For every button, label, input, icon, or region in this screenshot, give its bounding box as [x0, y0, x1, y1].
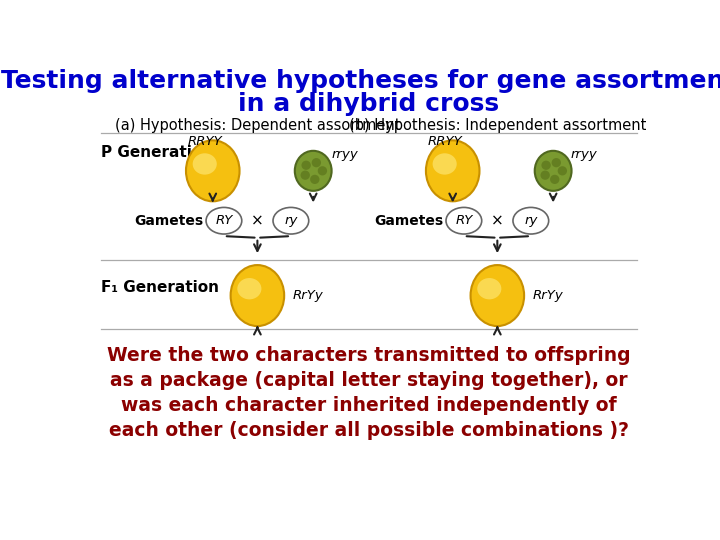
Ellipse shape: [558, 166, 567, 176]
Ellipse shape: [471, 265, 524, 326]
Text: RY: RY: [455, 214, 472, 227]
Ellipse shape: [186, 140, 240, 201]
Text: as a package (capital letter staying together), or: as a package (capital letter staying tog…: [110, 372, 628, 390]
Ellipse shape: [310, 175, 320, 184]
Circle shape: [446, 207, 482, 234]
Ellipse shape: [552, 158, 561, 167]
Text: was each character inherited independently of: was each character inherited independent…: [121, 396, 617, 415]
Ellipse shape: [302, 160, 311, 170]
Ellipse shape: [193, 153, 217, 174]
Text: RrYy: RrYy: [292, 289, 323, 302]
Text: Were the two characters transmitted to offspring: Were the two characters transmitted to o…: [107, 346, 631, 366]
Text: P Generation: P Generation: [101, 145, 213, 160]
Ellipse shape: [300, 171, 310, 180]
Text: RRYY: RRYY: [188, 135, 222, 148]
Ellipse shape: [550, 175, 559, 184]
Ellipse shape: [541, 171, 550, 180]
Text: ×: ×: [491, 213, 504, 228]
Text: ry: ry: [524, 214, 538, 227]
Circle shape: [513, 207, 549, 234]
Circle shape: [273, 207, 309, 234]
Text: (a) Hypothesis: Dependent assortment: (a) Hypothesis: Dependent assortment: [114, 118, 400, 133]
Ellipse shape: [541, 160, 551, 170]
Text: ry: ry: [284, 214, 297, 227]
Text: RY: RY: [215, 214, 233, 227]
Text: rryy: rryy: [571, 148, 598, 161]
Ellipse shape: [535, 151, 572, 191]
Ellipse shape: [312, 158, 321, 167]
Text: Gametes: Gametes: [374, 214, 444, 228]
Ellipse shape: [433, 153, 456, 174]
Text: in a dihybrid cross: in a dihybrid cross: [238, 92, 500, 116]
Ellipse shape: [477, 278, 501, 299]
Ellipse shape: [294, 151, 332, 191]
Text: F₁ Generation: F₁ Generation: [101, 280, 219, 295]
Text: Gametes: Gametes: [134, 214, 203, 228]
Text: each other (consider all possible combinations )?: each other (consider all possible combin…: [109, 421, 629, 440]
Text: (b) Hypothesis: Independent assortment: (b) Hypothesis: Independent assortment: [348, 118, 646, 133]
Ellipse shape: [426, 140, 480, 201]
Ellipse shape: [230, 265, 284, 326]
Ellipse shape: [238, 278, 261, 299]
Text: ×: ×: [251, 213, 264, 228]
Text: rryy: rryy: [331, 148, 358, 161]
Text: Testing alternative hypotheses for gene assortment: Testing alternative hypotheses for gene …: [1, 70, 720, 93]
Circle shape: [206, 207, 242, 234]
Text: RRYY: RRYY: [428, 135, 462, 148]
Text: RrYy: RrYy: [533, 289, 563, 302]
Ellipse shape: [318, 166, 327, 176]
